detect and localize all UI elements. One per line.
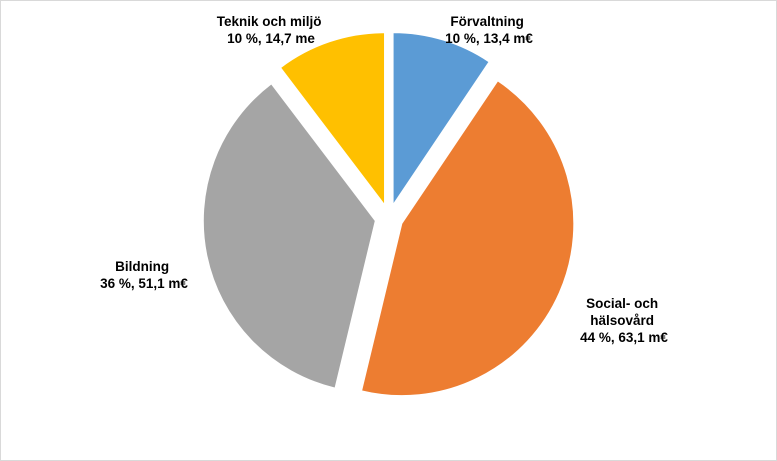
- label-forvaltning-value: 10 %, 13,4 m€: [445, 31, 533, 46]
- slice-forvaltning: [392, 32, 490, 207]
- label-social-name-1: Social- och: [586, 296, 658, 311]
- label-bildning-name: Bildning: [115, 259, 169, 274]
- label-teknik-value: 10 %, 14,7 me: [227, 31, 315, 46]
- label-social-name-2: hälsovård: [590, 313, 654, 328]
- label-forvaltning-name: Förvaltning: [450, 14, 524, 29]
- slice-social-halsovard: [360, 80, 575, 397]
- label-social-value: 44 %, 63,1 m€: [580, 330, 668, 345]
- label-bildning: Bildning 36 %, 51,1 m€: [100, 259, 188, 291]
- label-social: Social- och hälsovård 44 %, 63,1 m€: [580, 296, 668, 345]
- label-forvaltning: Förvaltning 10 %, 13,4 m€: [445, 14, 533, 46]
- label-bildning-value: 36 %, 51,1 m€: [100, 276, 188, 291]
- slice-bildning: [202, 83, 376, 389]
- slice-teknik-miljo: [279, 32, 386, 207]
- label-teknik: Teknik och miljö 10 %, 14,7 me: [217, 14, 326, 46]
- label-teknik-name: Teknik och miljö: [217, 14, 322, 29]
